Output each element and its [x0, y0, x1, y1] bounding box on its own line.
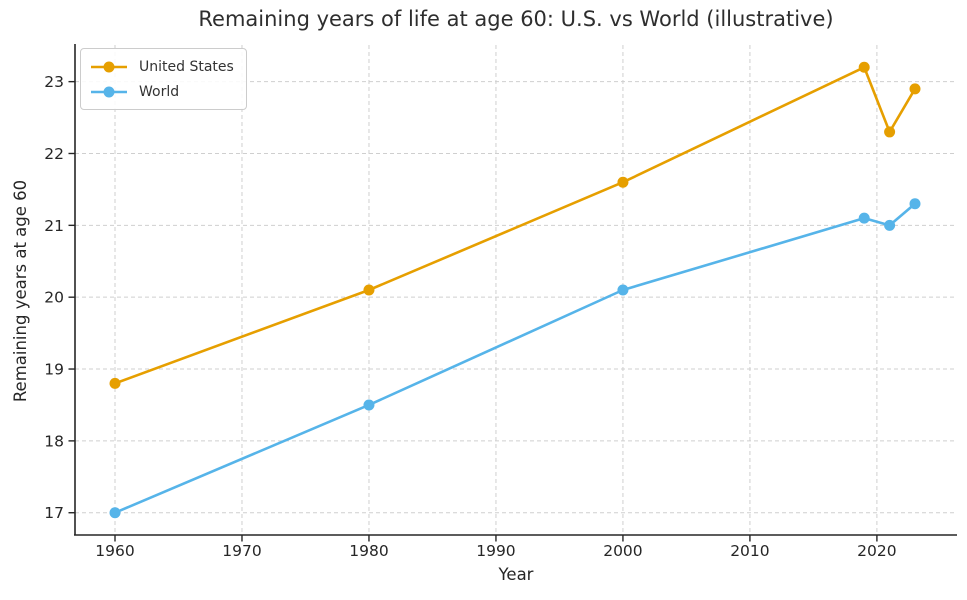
united-states-line — [113, 65, 917, 385]
united-states-data-point — [909, 83, 921, 95]
world-line-sample-icon — [91, 86, 127, 97]
legend-entry-world: World — [89, 79, 234, 104]
united-states-data-point — [884, 126, 896, 138]
y-tick-label: 21 — [44, 217, 64, 235]
y-tick-label: 22 — [44, 145, 64, 163]
legend-label-world: World — [139, 83, 180, 100]
united-states-line-sample-icon — [91, 61, 127, 72]
united-states-data-point — [617, 176, 629, 188]
x-tick-label: 1980 — [349, 542, 388, 560]
legend-entry-united-states: United States — [89, 54, 234, 79]
y-tick-label: 17 — [44, 504, 64, 522]
world-data-point — [909, 198, 921, 210]
united-states-data-point — [363, 284, 375, 296]
x-tick-label: 1960 — [95, 542, 134, 560]
world-data-point — [884, 219, 896, 231]
world-data-point — [109, 507, 121, 519]
legend-label-united-states: United States — [139, 58, 234, 75]
united-states-data-point — [109, 377, 121, 389]
world-data-point — [363, 399, 375, 411]
x-tick-label: 1990 — [476, 542, 515, 560]
x-tick-label: 2000 — [603, 542, 642, 560]
y-tick-label: 20 — [44, 289, 64, 307]
world-sample-marker — [103, 86, 115, 97]
legend: United States World — [80, 48, 247, 110]
world-line — [113, 202, 917, 515]
world-data-point — [858, 212, 870, 224]
world-data-point — [617, 284, 629, 296]
united-states-sample-marker — [103, 61, 115, 72]
y-tick-label: 18 — [44, 432, 64, 450]
x-axis-label: Year — [498, 565, 534, 584]
x-tick-label: 2010 — [730, 542, 769, 560]
chart-title: Remaining years of life at age 60: U.S. … — [198, 7, 834, 31]
y-tick-label: 23 — [44, 73, 64, 91]
x-tick-label: 2020 — [857, 542, 896, 560]
y-axis-label: Remaining years at age 60 — [11, 179, 30, 403]
united-states-data-point — [858, 61, 870, 73]
y-tick-label: 19 — [44, 361, 64, 379]
x-tick-label: 1970 — [222, 542, 261, 560]
